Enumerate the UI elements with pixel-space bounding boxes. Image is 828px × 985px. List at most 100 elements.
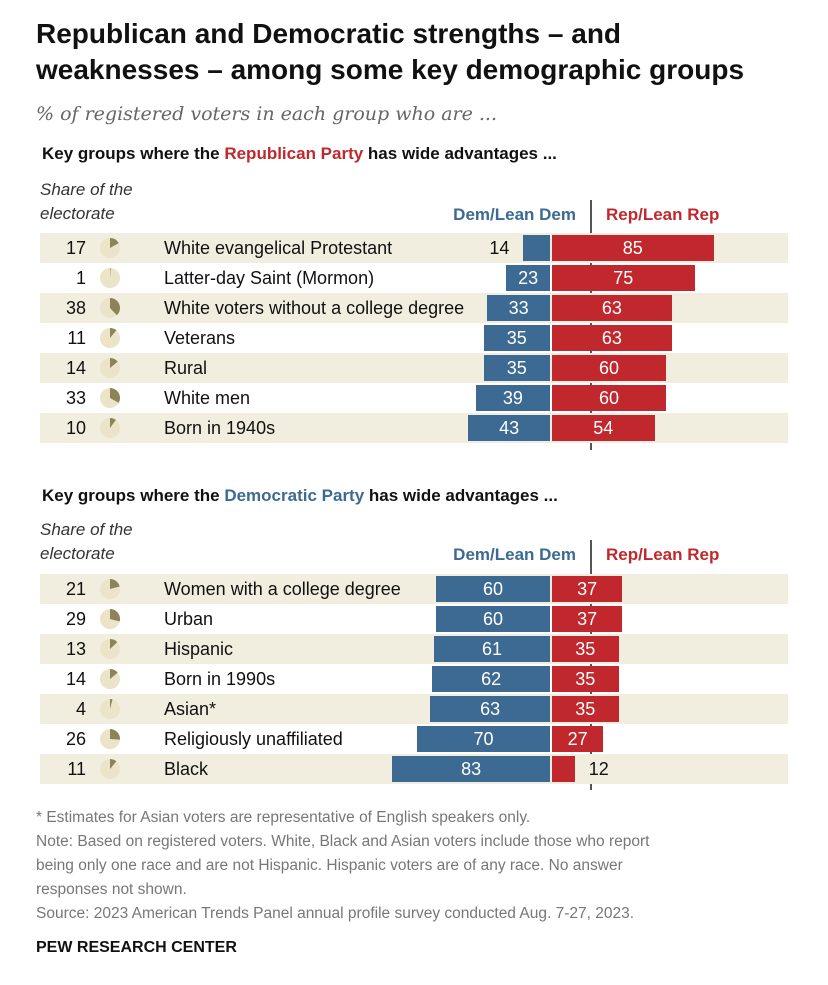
rep-value-label: 85 [622, 238, 643, 258]
dem-bar [436, 576, 550, 602]
share-value: 10 [65, 418, 86, 438]
group-label: Urban [164, 609, 214, 629]
rep-bar [552, 325, 672, 351]
share-pie-icon [100, 358, 120, 378]
dem-bar [475, 385, 550, 411]
table-row: 17 White evangelical Protestant 14 85 [40, 233, 788, 263]
table-row: 1 Latter-day Saint (Mormon) 23 75 [40, 263, 788, 293]
share-value: 11 [67, 759, 86, 779]
rep-value-label: 35 [575, 699, 596, 719]
pie-slice [110, 639, 118, 649]
rep-bar [552, 696, 619, 722]
rep-bar [552, 385, 666, 411]
dem-column-header: Dem/Lean Dem [453, 205, 576, 224]
share-of-electorate-header: Share of the electorate [40, 178, 133, 226]
rep-value-label: 60 [598, 358, 620, 378]
panel-heading: Key groups where the Democratic Party ha… [42, 486, 558, 506]
pie-slice [110, 699, 113, 709]
share-value: 1 [75, 268, 86, 288]
dem-value-label: 83 [461, 759, 482, 779]
rep-value-label: 35 [575, 639, 596, 659]
rep-bar [552, 295, 672, 321]
dem-bar [432, 666, 550, 692]
dem-bar [392, 756, 550, 782]
share-pie-icon [100, 669, 120, 689]
rep-bar [552, 726, 604, 752]
panel-heading: Key groups where the Republican Party ha… [42, 144, 557, 164]
panel-heading-suffix: has wide advantages ... [363, 144, 557, 163]
share-pie-icon [100, 699, 120, 719]
share-pie-icon [100, 238, 120, 258]
rep-bar [552, 355, 666, 381]
dem-value-label: 23 [518, 268, 539, 288]
chart-title-line-1: Republican and Democratic strengths – an… [36, 18, 622, 49]
pie-slice [110, 238, 119, 248]
center-divider [590, 540, 592, 790]
group-label: White voters without a college degree [164, 298, 465, 318]
chart-title-line-2: weaknesses – among some key demographic … [36, 54, 745, 85]
footnote-source: Source: 2023 American Trends Panel annua… [36, 905, 634, 922]
rep-value-label: 60 [598, 388, 620, 408]
rep-value-label: 12 [588, 759, 609, 779]
group-label: Women with a college degree [164, 579, 401, 599]
dem-value-label: 35 [506, 358, 527, 378]
table-row: 13 Hispanic 61 35 [40, 634, 788, 664]
table-row: 29 Urban 60 37 [40, 604, 788, 634]
group-label: Born in 1990s [164, 669, 276, 689]
rep-bar [552, 606, 623, 632]
dem-column-header: Dem/Lean Dem [453, 545, 576, 564]
share-of-electorate-header: Share of the electorate [40, 518, 133, 566]
share-pie-icon [100, 759, 120, 779]
table-row: 4 Asian* 63 35 [40, 694, 788, 724]
rep-column-header: Rep/Lean Rep [606, 205, 720, 224]
dem-value-label: 60 [482, 609, 504, 629]
pie-slice [110, 298, 120, 316]
rep-value-label: 27 [567, 729, 588, 749]
group-label: Religiously unaffiliated [164, 729, 343, 749]
dem-value-label: 39 [502, 388, 523, 408]
rep-value-label: 63 [601, 298, 622, 318]
pie-slice [110, 609, 120, 622]
share-pie-icon [100, 268, 120, 288]
share-value: 29 [65, 609, 86, 629]
dem-value-label: 35 [506, 328, 527, 348]
share-value: 33 [65, 388, 86, 408]
group-label: Rural [164, 358, 208, 378]
rep-column-header: Rep/Lean Rep [606, 545, 720, 564]
group-label: Asian* [164, 699, 217, 719]
dem-value-label: 63 [480, 699, 501, 719]
rep-bar [552, 636, 619, 662]
dem-value-label: 33 [508, 298, 529, 318]
dem-bar [430, 696, 550, 722]
dem-bar [523, 235, 550, 261]
share-pie-icon [100, 729, 120, 749]
panel-heading-prefix: Key groups where the [42, 486, 225, 505]
dem-value-label: 62 [481, 669, 502, 689]
brand-logo-text: PEW RESEARCH CENTER [36, 939, 237, 956]
rep-value-label: 54 [593, 418, 614, 438]
pie-slice [110, 579, 120, 589]
panel-heading-prefix: Key groups where the [42, 144, 225, 163]
panel-heading-party: Democratic Party [224, 486, 365, 505]
group-label: Born in 1940s [164, 418, 276, 438]
dem-bar [487, 295, 550, 321]
group-label: Latter-day Saint (Mormon) [164, 268, 375, 288]
pie-slice [110, 388, 120, 403]
footnote-asian: * Estimates for Asian voters are represe… [36, 809, 531, 826]
table-row: 33 White men 39 60 [40, 383, 788, 413]
table-row: 21 Women with a college degree 60 37 [40, 574, 788, 604]
share-pie-icon [100, 328, 120, 348]
rep-value-label: 75 [613, 268, 634, 288]
pie-slice [110, 729, 120, 740]
table-row: 11 Black 83 12 [40, 754, 788, 784]
pie-slice [110, 268, 111, 278]
pie-slice [110, 418, 116, 428]
panel-heading-party: Republican Party [224, 144, 364, 163]
table-row: 10 Born in 1940s 43 54 [40, 413, 788, 443]
share-value: 21 [65, 579, 86, 599]
share-value: 14 [65, 358, 86, 378]
rep-value-label: 63 [601, 328, 622, 348]
group-label: Hispanic [164, 639, 234, 659]
share-pie-icon [100, 298, 120, 318]
rep-value-label: 37 [577, 579, 598, 599]
